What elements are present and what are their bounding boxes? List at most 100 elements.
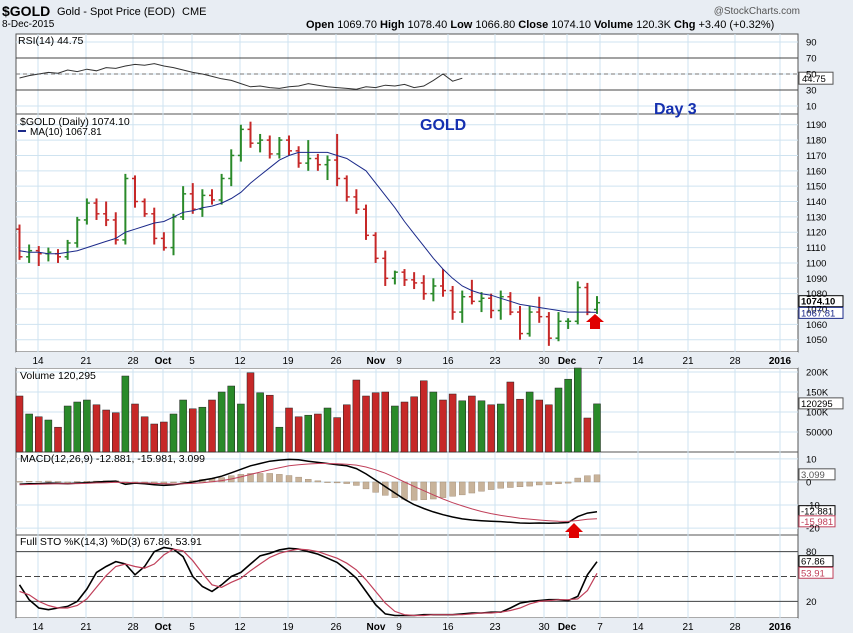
volume-bar [266, 394, 274, 453]
x-tick-label: 14 [632, 356, 644, 367]
macd-histogram-bar [54, 481, 62, 483]
macd-histogram-bar [507, 481, 514, 488]
volume-bar [468, 395, 476, 453]
volume-bar [15, 395, 24, 453]
chg-value: +3.40 (+0.32%) [698, 19, 775, 31]
macd-histogram-bar [314, 480, 322, 483]
volume-bar [506, 381, 515, 453]
macd-last-box [798, 468, 836, 481]
volume-bar [63, 405, 72, 453]
x-tick-label: Oct [155, 356, 172, 367]
macd-histogram-bar [35, 481, 42, 483]
y-tick-label-price: 1060 [806, 320, 827, 331]
macd-histogram-bar [555, 481, 562, 485]
volume-bar [102, 409, 110, 453]
y-tick-label-rsi: 10 [806, 102, 817, 113]
volume-bar [237, 403, 245, 453]
price-up-arrow [586, 314, 604, 329]
y-tick-label-macd: -10 [806, 501, 820, 512]
sto-last-value: 67.86 [801, 557, 825, 568]
x-tick-label: 14 [632, 622, 644, 633]
volume-label: Volume [594, 19, 634, 31]
x-tick-label: 26 [330, 356, 342, 367]
volume-bar [420, 380, 428, 453]
volume-bar [208, 399, 216, 453]
last-ma-label: 1067.81 [801, 308, 835, 319]
volume-value: 120.3K [636, 19, 671, 31]
volume-bar [217, 391, 226, 453]
y-tick-label-price: 1190 [806, 120, 826, 131]
ma-legend: MA(10) 1067.81 [30, 127, 102, 138]
date-axis-strip-top [16, 352, 798, 368]
macd-histogram-bar [564, 481, 572, 484]
last-close-label: 1074.10 [801, 297, 835, 308]
x-tick-label: 7 [597, 622, 603, 633]
volume-bar [343, 404, 351, 453]
y-tick-label-price: 1140 [806, 197, 826, 208]
high-value: 1078.40 [407, 19, 448, 31]
macd-histogram-bar [410, 481, 418, 501]
x-tick-label: 2016 [769, 622, 792, 633]
volume-bar [439, 399, 447, 453]
sto-last-box [798, 566, 834, 579]
volume-bar [131, 403, 139, 453]
macd-last-value: -12.881 [801, 507, 833, 518]
volume-bar [429, 391, 438, 453]
volume-bar [92, 404, 101, 453]
x-tick-label: 16 [442, 356, 454, 367]
y-tick-label-rsi: 70 [806, 54, 817, 65]
x-tick-label: 21 [80, 622, 92, 633]
macd-histogram-bar [401, 481, 408, 500]
volume-bar [410, 396, 418, 453]
ohlc-summary: Open 1069.70 High 1078.40 Low 1066.80 Cl… [306, 19, 774, 31]
y-tick-label-volume: 100K [806, 408, 829, 419]
macd-histogram-bar [247, 473, 254, 483]
macd-histogram-bar [266, 473, 273, 483]
stochastic-legend: Full STO %K(14,3) %D(3) 67.86, 53.91 [20, 536, 202, 548]
macd-histogram-bar [276, 474, 283, 483]
macd-histogram-bar [324, 481, 331, 483]
x-tick-label: 19 [282, 356, 294, 367]
x-tick-label: 30 [538, 622, 550, 633]
sto-last-value: 53.91 [801, 568, 825, 579]
y-tick-label-price: 1160 [806, 166, 826, 177]
volume-bar [304, 414, 312, 453]
ma10-line [19, 151, 598, 313]
macd-histogram-bar [372, 481, 379, 493]
volume-bar [583, 417, 592, 453]
macd-histogram-bar [25, 481, 33, 483]
volume-bar [458, 400, 466, 453]
macd-histogram-bar [74, 481, 81, 483]
exchange-label: CME [182, 6, 207, 18]
y-tick-label-price: 1080 [806, 289, 827, 300]
x-tick-label: 23 [489, 356, 501, 367]
volume-bar [535, 399, 543, 453]
volume-last-value: 120295 [801, 399, 833, 410]
volume-bar [352, 379, 361, 453]
macd-histogram-bar [353, 481, 360, 486]
volume-bar [121, 375, 130, 453]
x-tick-label: 7 [597, 356, 603, 367]
y-tick-label-macd: 0 [806, 477, 811, 488]
last-close-box [798, 295, 844, 308]
macd-histogram-bar [285, 475, 293, 483]
macd-histogram-bar [536, 481, 543, 486]
macd-histogram-bar [45, 480, 52, 483]
x-tick-label: 28 [729, 356, 741, 367]
macd-histogram-bar [593, 474, 601, 483]
volume-bar [477, 400, 486, 453]
y-tick-label-rsi: 30 [806, 86, 817, 97]
macd-histogram-bar [237, 474, 245, 483]
symbol-title: $GOLD [2, 3, 51, 19]
rsi-last-value: 44.75 [802, 74, 826, 85]
volume-bar [83, 399, 91, 453]
x-tick-label: Dec [558, 356, 577, 367]
symbol-description: Gold - Spot Price (EOD) [57, 6, 175, 18]
volume-bar [44, 419, 53, 453]
macd-histogram-bar [430, 481, 437, 500]
x-tick-label: 28 [127, 356, 139, 367]
volume-legend: Volume 120,295 [20, 370, 96, 382]
date-axis-strip-bottom [16, 618, 798, 633]
x-tick-label: 16 [442, 622, 454, 633]
